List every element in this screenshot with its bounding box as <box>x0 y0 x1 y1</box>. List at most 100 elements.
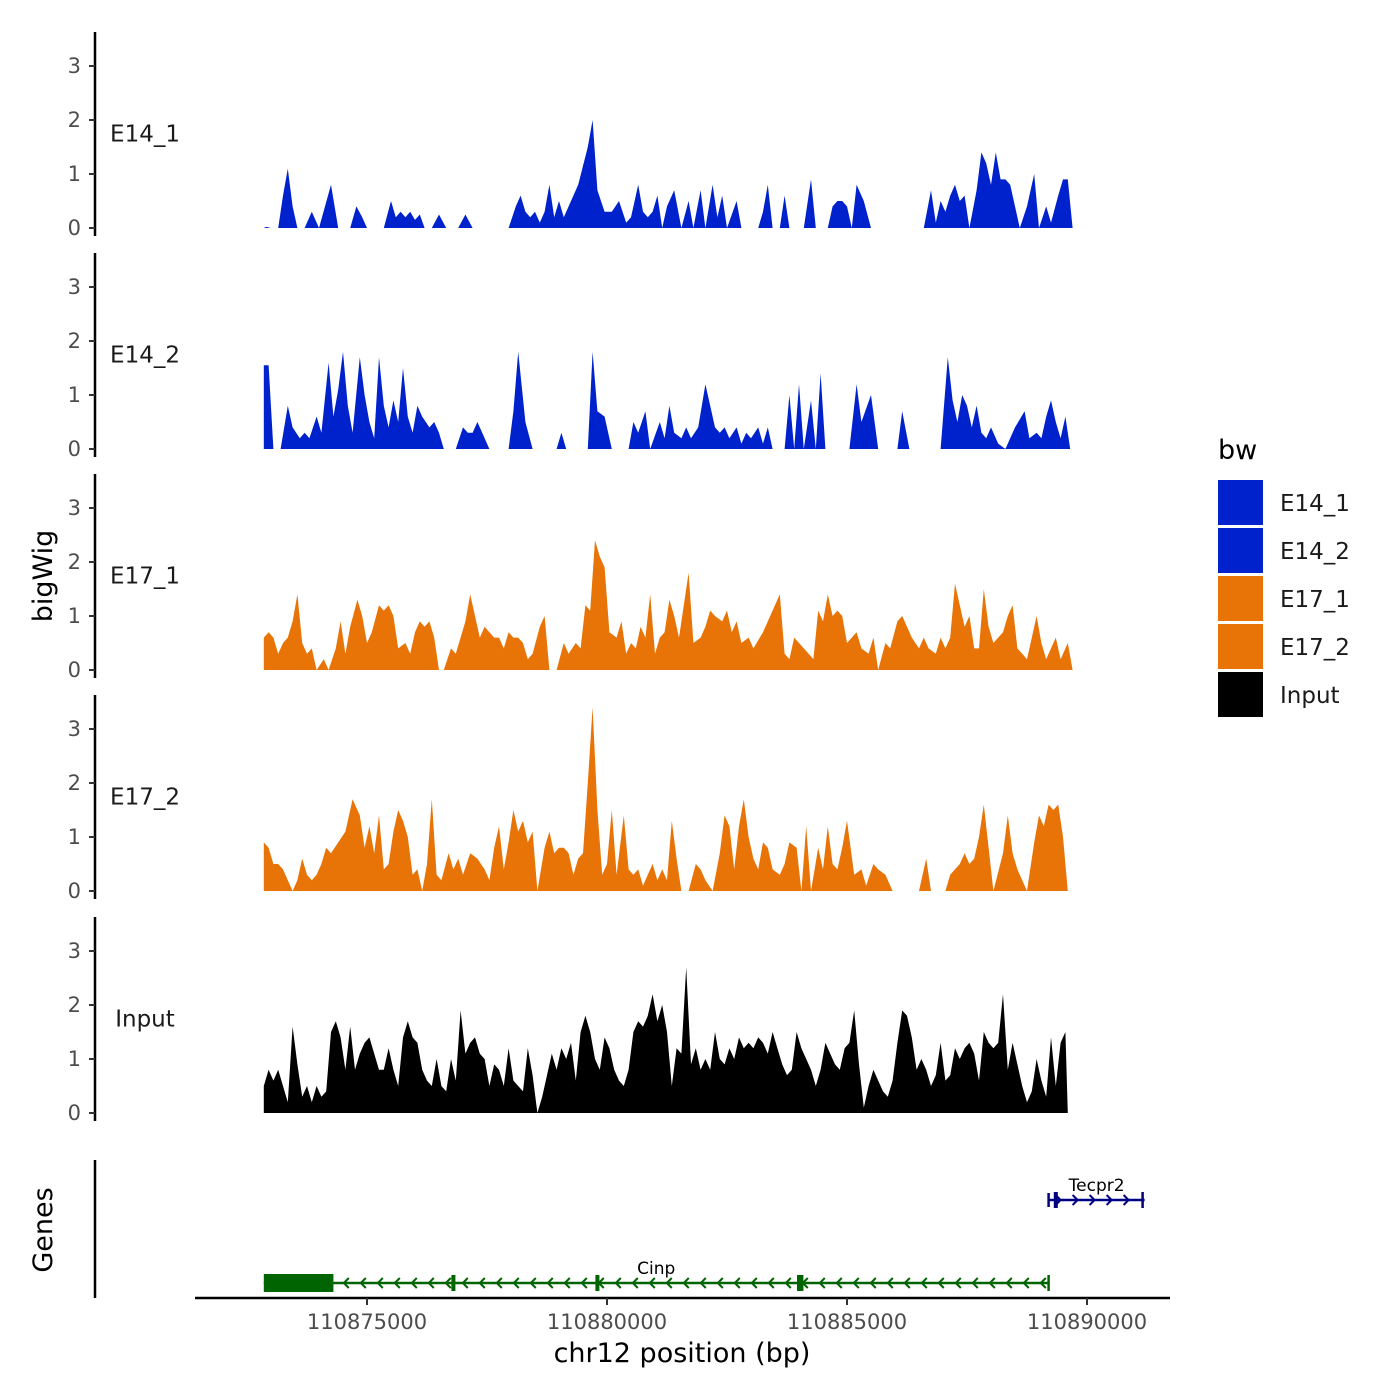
strand-arrow <box>512 1277 520 1289</box>
x-axis: 110875000 110880000 110885000 110890000 <box>195 1296 1170 1334</box>
legend-swatch <box>1218 672 1263 717</box>
gene-exon-mark <box>799 1275 804 1291</box>
gene-tecpr2: Tecpr2 <box>1047 1176 1145 1208</box>
strand-arrow <box>954 1277 962 1289</box>
strand-arrow <box>784 1277 792 1289</box>
strand-arrow <box>410 1277 418 1289</box>
y-tick-label: 2 <box>68 993 81 1017</box>
legend-swatch <box>1218 480 1263 525</box>
y-tick-label: 2 <box>68 550 81 574</box>
strand-arrow <box>1088 1194 1097 1206</box>
coverage-area <box>263 351 1071 449</box>
strand-arrow <box>393 1277 401 1289</box>
y-tick-label: 1 <box>68 1047 81 1071</box>
y-tick-label: 0 <box>68 1101 81 1125</box>
y-tick-label: 1 <box>68 162 81 186</box>
legend-swatch <box>1218 624 1263 669</box>
strand-arrow <box>988 1277 996 1289</box>
y-tick-label: 3 <box>68 939 81 963</box>
strand-arrow <box>903 1277 911 1289</box>
strand-arrow <box>461 1277 469 1289</box>
strand-arrow <box>1071 1194 1080 1206</box>
y-tick-label: 3 <box>68 717 81 741</box>
strand-arrow <box>1105 1194 1114 1206</box>
strand-arrow <box>359 1277 367 1289</box>
y-tick-label: 0 <box>68 216 81 240</box>
strand-arrow <box>937 1277 945 1289</box>
gene-exon-mark <box>451 1275 456 1291</box>
y-tick-label: 3 <box>68 496 81 520</box>
y-tick-label: 1 <box>68 825 81 849</box>
strand-arrow <box>563 1277 571 1289</box>
strand-arrow <box>342 1277 350 1289</box>
strand-arrow <box>886 1277 894 1289</box>
track-label: E17_1 <box>110 564 180 590</box>
gene-exon-block <box>263 1274 334 1292</box>
x-tick-label: 110890000 <box>1027 1310 1147 1334</box>
gene-exon-mark <box>797 1275 801 1291</box>
y-tick-label: 0 <box>68 879 81 903</box>
legend-swatch <box>1218 576 1263 621</box>
legend-label: E17_2 <box>1280 635 1350 661</box>
y-tick-label: 1 <box>68 604 81 628</box>
gene-exon-mark <box>1053 1192 1058 1208</box>
coverage-area <box>263 540 1073 670</box>
coverage-area <box>263 707 1068 891</box>
x-tick-label: 110880000 <box>547 1310 667 1334</box>
strand-arrow <box>699 1277 707 1289</box>
gene-label: Cinp <box>637 1259 675 1279</box>
track-e17-1: 0 1 2 3 E17_1 <box>68 474 1073 682</box>
coverage-tracks: 0 1 2 3 E14_1 0 1 2 3 E14_2 0 1 2 3 E17_1 0 1 2 3 E17_2 0 1 2 3… <box>68 32 1073 1125</box>
x-tick-label: 110875000 <box>307 1310 427 1334</box>
coverage-area <box>263 120 1073 228</box>
strand-arrow <box>631 1277 639 1289</box>
strand-arrow <box>1039 1277 1047 1289</box>
strand-arrow <box>529 1277 537 1289</box>
y-tick-label: 3 <box>68 54 81 78</box>
y-tick-label: 3 <box>68 275 81 299</box>
y-tick-label: 1 <box>68 383 81 407</box>
gene-cinp: Cinp <box>263 1259 1050 1292</box>
track-e17-2: 0 1 2 3 E17_2 <box>68 695 1068 903</box>
strand-arrow <box>733 1277 741 1289</box>
strand-arrow <box>614 1277 622 1289</box>
gene-exon-mark <box>595 1275 600 1291</box>
legend-title: bw <box>1218 435 1257 466</box>
genes-panel: Cinp Tecpr2 <box>93 1160 1145 1298</box>
strand-arrow <box>750 1277 758 1289</box>
strand-arrow <box>971 1277 979 1289</box>
strand-arrow <box>478 1277 486 1289</box>
coverage-area <box>263 967 1068 1113</box>
track-input: 0 1 2 3 Input <box>68 917 1068 1125</box>
y-tick-label: 2 <box>68 329 81 353</box>
y-axis-title: bigWig <box>28 530 59 623</box>
legend-label: Input <box>1280 683 1340 709</box>
track-label: E17_2 <box>110 785 180 811</box>
strand-arrow <box>920 1277 928 1289</box>
track-label: E14_2 <box>110 343 180 369</box>
strand-arrow <box>580 1277 588 1289</box>
strand-arrow <box>648 1277 656 1289</box>
strand-arrow <box>869 1277 877 1289</box>
genes-axis-title: Genes <box>28 1187 59 1272</box>
legend-label: E14_1 <box>1280 491 1350 517</box>
strand-arrow <box>1005 1277 1013 1289</box>
strand-arrow <box>682 1277 690 1289</box>
strand-arrow <box>852 1277 860 1289</box>
y-tick-label: 0 <box>68 658 81 682</box>
strand-arrow <box>818 1277 826 1289</box>
strand-arrow <box>546 1277 554 1289</box>
track-label: Input <box>115 1007 175 1033</box>
track-e14-2: 0 1 2 3 E14_2 <box>68 253 1071 461</box>
x-axis-title: chr12 position (bp) <box>554 1338 811 1369</box>
track-label: E14_1 <box>110 122 180 148</box>
strand-arrow <box>665 1277 673 1289</box>
track-e14-1: 0 1 2 3 E14_1 <box>68 32 1073 240</box>
y-tick-label: 2 <box>68 771 81 795</box>
strand-arrow <box>427 1277 435 1289</box>
strand-arrow <box>444 1277 452 1289</box>
strand-arrow <box>835 1277 843 1289</box>
y-tick-label: 0 <box>68 437 81 461</box>
strand-arrow <box>1022 1277 1030 1289</box>
